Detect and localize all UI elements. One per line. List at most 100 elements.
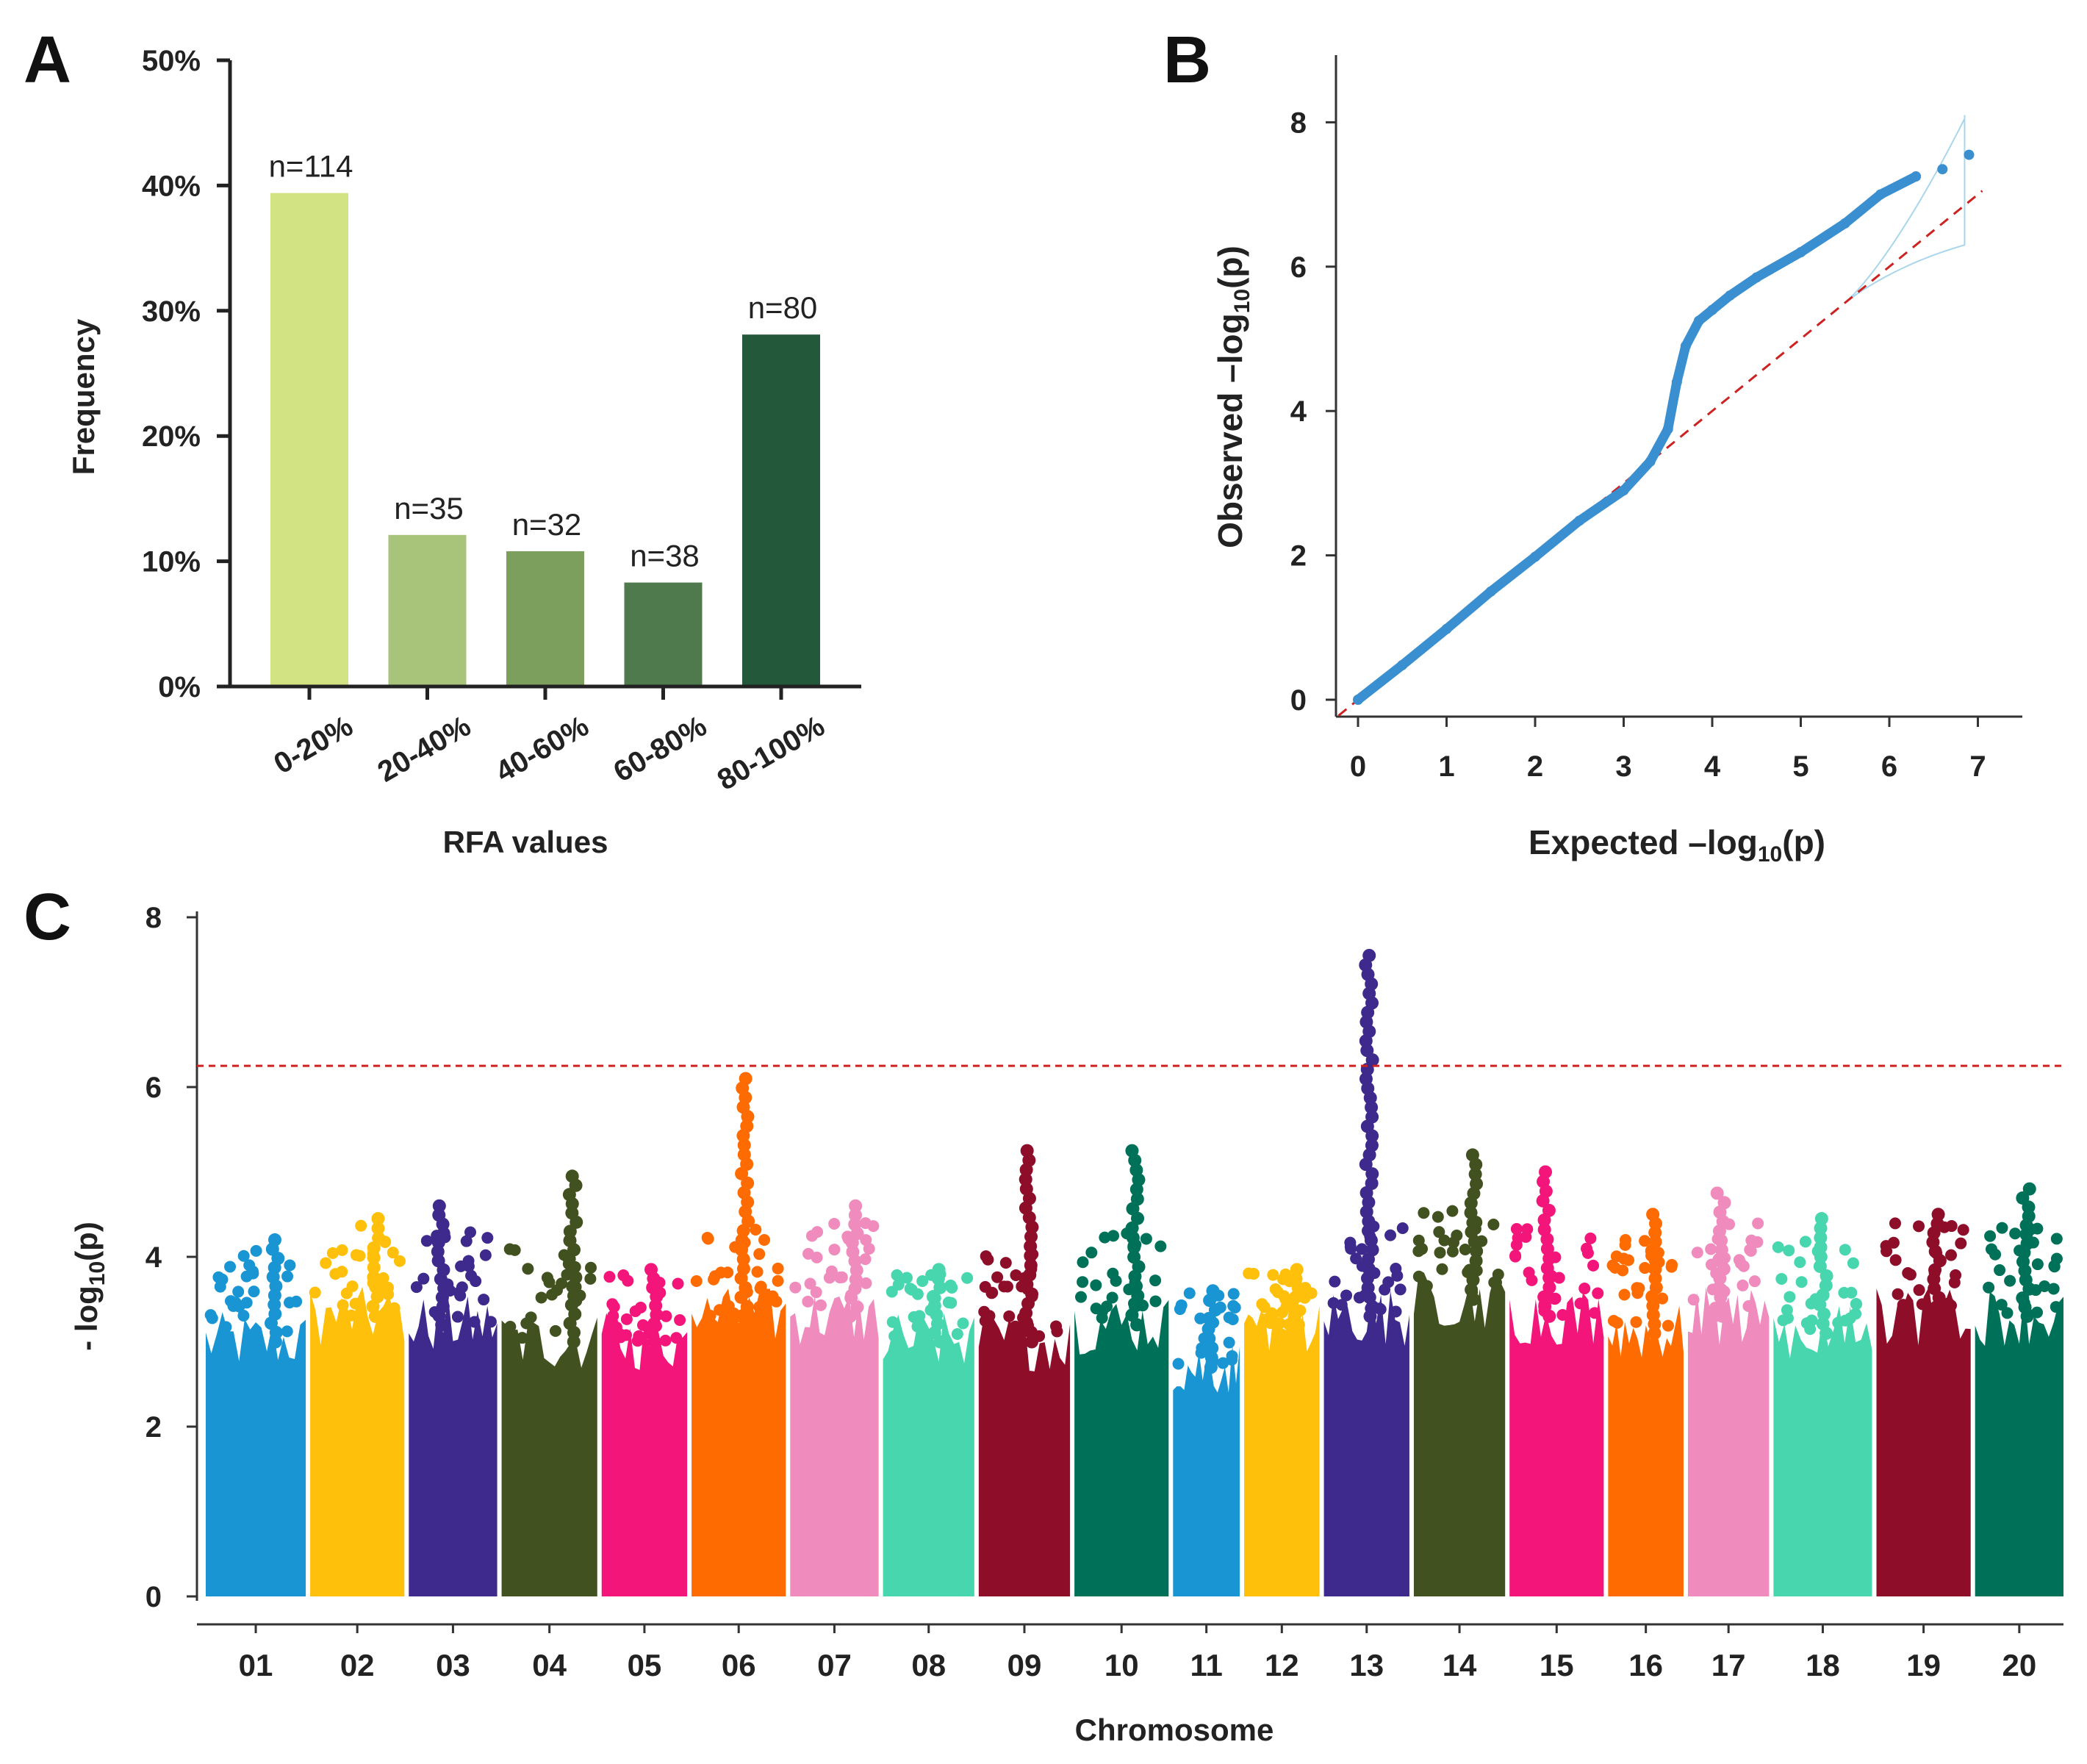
snp-point [739,1072,752,1086]
snp-point [535,1291,547,1304]
snp-point [1717,1196,1731,1210]
snp-point [1090,1302,1102,1315]
snp-point [367,1270,381,1284]
snp-point [237,1310,250,1322]
c-y-axis-label: - log10(p) [69,1222,109,1351]
snp-point [284,1259,296,1272]
bar-count-label: n=32 [512,507,582,542]
bar-count-label: n=114 [269,149,353,184]
snp-point [1509,1250,1522,1262]
chromosome-15 [1509,1165,1604,1596]
snp-point [350,1249,362,1261]
snp-point [1267,1269,1279,1281]
snp-point [1175,1299,1188,1311]
snp-point [961,1272,974,1284]
snp-point [1847,1257,1859,1269]
snp-point [1459,1244,1471,1256]
snp-point [1365,1139,1379,1152]
chromosome-block [310,1286,405,1596]
b-x-axis-label: Expected –log10(p) [1529,823,1825,867]
qq-point [1937,164,1948,175]
snp-point [1276,1306,1289,1319]
snp-point [355,1219,367,1232]
snp-point [1540,1242,1554,1256]
snp-point [1903,1308,1915,1321]
confidence-band-lower [1844,115,1966,304]
observed-pvalue-curve [1353,171,1921,705]
snp-point [371,1222,385,1236]
c-x-axis-label: Chromosome [1075,1713,1274,1747]
snp-point [1226,1354,1238,1366]
snp-point [753,1301,766,1313]
snp-point [708,1273,720,1286]
snp-point [740,1299,754,1313]
qq-point [1662,423,1673,434]
chromosome-label: 06 [722,1648,756,1682]
snp-point [1752,1217,1764,1230]
a-y-tick-label: 40% [142,170,201,202]
snp-point [1510,1223,1523,1236]
snp-point [1274,1317,1286,1330]
chromosome-06 [690,1072,786,1596]
snp-point [802,1247,815,1260]
snp-point [674,1313,686,1326]
snp-point [2048,1260,2061,1272]
snp-point [991,1271,1004,1283]
snp-point [957,1317,969,1330]
snp-point [1204,1351,1218,1365]
snp-point [1736,1279,1749,1291]
a-x-axis-label: RFA values [443,825,608,859]
snp-point [1001,1280,1013,1293]
snp-point [1490,1276,1502,1288]
snp-point [1665,1261,1678,1273]
snp-point [349,1297,362,1310]
bar-20-40% [388,534,467,686]
c-y-tick-label: 0 [146,1581,162,1613]
snp-point [1126,1231,1140,1245]
chromosome-block [1608,1305,1684,1596]
snp-point [1206,1284,1220,1298]
chromosome-04 [501,1169,597,1596]
snp-point [1734,1257,1747,1269]
chromosome-18 [1772,1212,1872,1596]
snp-point [381,1281,394,1294]
a-y-tick-label: 20% [142,420,201,453]
snp-point [1995,1299,2008,1311]
chromosome-label: 12 [1265,1648,1299,1682]
qq-point [1485,586,1496,597]
c-y-ticks: 0 2 4 6 8 [146,902,197,1613]
snp-point [1009,1320,1021,1333]
snp-point [951,1327,963,1340]
panel-c-letter: C [24,881,71,954]
snp-point [690,1274,703,1287]
snp-point [371,1212,385,1226]
snp-point [704,1309,716,1322]
b-x-tick-label: 7 [1969,750,1986,783]
snp-point [1432,1211,1444,1223]
snp-point [755,1280,767,1293]
chromosome-label: 04 [532,1648,567,1682]
snp-point [978,1305,991,1318]
snp-point [1687,1294,1700,1306]
expected-reference-line [1337,190,1983,717]
qq-point [1875,189,1886,200]
snp-point [1521,1223,1534,1236]
snp-point [1019,1172,1032,1186]
snp-point [610,1321,622,1333]
qq-point [1353,695,1363,705]
snp-point [565,1169,579,1183]
snp-point [740,1119,754,1133]
snp-point [1839,1244,1851,1256]
snp-point [722,1299,735,1312]
b-y-tick-label: 2 [1290,540,1307,573]
snp-point [1589,1307,1601,1319]
snp-point [464,1226,477,1238]
snp-point [337,1299,349,1311]
chromosome-09 [978,1144,1071,1596]
snp-point [372,1231,386,1245]
snp-point [367,1261,381,1274]
snp-point [789,1281,802,1294]
snp-point [607,1310,619,1322]
bar-80-100% [742,334,820,686]
